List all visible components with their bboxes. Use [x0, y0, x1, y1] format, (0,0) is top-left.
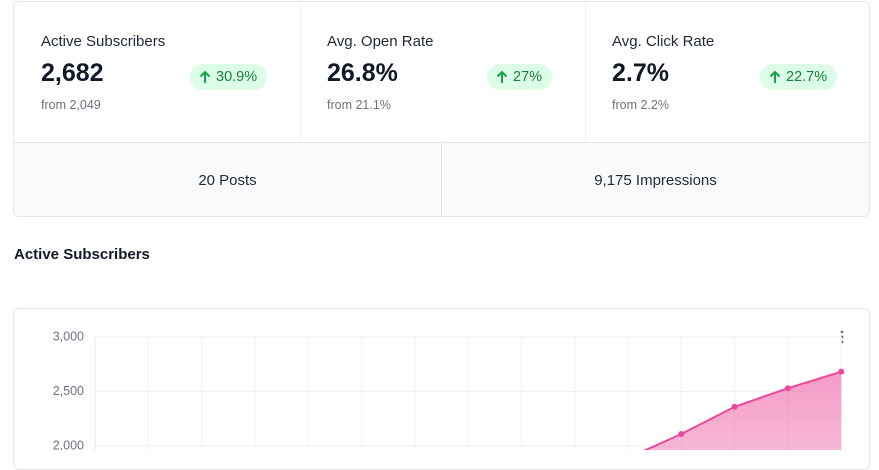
stat-from: from 21.1%: [327, 98, 391, 112]
total-impressions: 9,175 Impressions: [594, 172, 717, 189]
change-badge: 30.9%: [190, 64, 268, 90]
stat-from: from 2,049: [41, 98, 101, 112]
chart: 2,000 2,500 3,000: [53, 329, 845, 450]
change-value: 22.7%: [786, 69, 828, 85]
y-tick-label: 2,000: [53, 438, 84, 450]
stat: Avg. Open Rate 26.8% from 21.1% 27%: [300, 2, 586, 142]
chart-title: Active Subscribers: [14, 246, 150, 263]
total-posts: 20 Posts: [14, 143, 442, 216]
up-arrow: [769, 70, 781, 83]
point: [784, 385, 791, 392]
change-badge: 27%: [487, 64, 553, 90]
point: [838, 368, 845, 375]
change-badge: 22.7%: [760, 64, 838, 90]
stat: Avg. Click Rate 2.7% from 2.2% 22.7%: [585, 2, 869, 142]
point: [678, 431, 685, 438]
body: Active Subscribers 2,682 from 2,049 30.9…: [13, 1, 870, 470]
y-tick-label: 2,500: [53, 384, 84, 398]
change-value: 27%: [513, 69, 543, 85]
y-tick-label: 3,000: [53, 329, 84, 343]
stat: Active Subscribers 2,682 from 2,049 30.9…: [14, 2, 301, 142]
stat-value: 2,682: [41, 59, 104, 87]
up-arrow: [496, 70, 508, 83]
stat-value: 26.8%: [327, 59, 398, 87]
up-arrow: [199, 70, 211, 83]
stat-label: Avg. Click Rate: [612, 33, 715, 50]
change-value: 30.9%: [216, 69, 258, 85]
area: [645, 371, 842, 450]
stat-from: from 2.2%: [612, 98, 669, 112]
stat-value: 2.7%: [612, 59, 669, 87]
totals-row: 20 Posts 9,175 Impressions: [14, 142, 869, 216]
point: [731, 403, 738, 410]
stat-label: Active Subscribers: [41, 33, 166, 50]
stats-card: Active Subscribers 2,682 from 2,049 30.9…: [13, 1, 870, 217]
page: Subscribers dashboard { "stats": [ {"lab…: [13, 1, 870, 470]
stat-label: Avg. Open Rate: [327, 33, 434, 50]
